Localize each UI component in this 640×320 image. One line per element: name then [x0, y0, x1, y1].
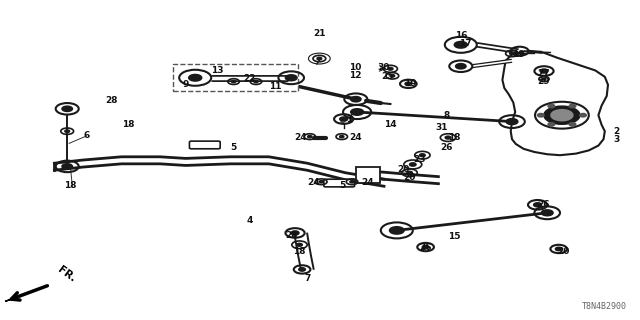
FancyBboxPatch shape: [189, 141, 220, 149]
Circle shape: [542, 78, 546, 80]
Text: 20: 20: [397, 165, 410, 174]
Circle shape: [544, 106, 580, 124]
Text: 19: 19: [404, 79, 417, 88]
Circle shape: [291, 231, 299, 235]
Circle shape: [506, 119, 518, 124]
Circle shape: [340, 117, 348, 121]
Text: 20: 20: [403, 173, 416, 182]
Text: 9: 9: [182, 80, 189, 89]
Text: 7: 7: [304, 274, 310, 283]
Text: 24: 24: [307, 178, 320, 187]
Circle shape: [297, 244, 302, 246]
Polygon shape: [5, 285, 49, 301]
Circle shape: [189, 75, 202, 81]
Circle shape: [62, 164, 72, 169]
Text: 13: 13: [211, 66, 224, 75]
Text: FR.: FR.: [56, 264, 78, 284]
Circle shape: [285, 75, 297, 81]
Circle shape: [350, 181, 354, 183]
Text: 26: 26: [419, 244, 432, 252]
Text: 21: 21: [314, 29, 326, 38]
Circle shape: [541, 210, 553, 216]
Circle shape: [548, 123, 554, 126]
Text: 2: 2: [613, 127, 620, 136]
Text: 6: 6: [83, 132, 90, 140]
Circle shape: [538, 114, 544, 117]
Text: 29: 29: [538, 77, 550, 86]
Text: 1: 1: [346, 116, 352, 124]
FancyBboxPatch shape: [324, 179, 355, 187]
Circle shape: [422, 245, 429, 249]
Text: 26: 26: [538, 200, 550, 209]
Text: 11: 11: [269, 82, 282, 91]
Text: 12: 12: [349, 71, 362, 80]
Text: 25: 25: [381, 72, 394, 81]
Circle shape: [456, 64, 466, 69]
Circle shape: [299, 268, 305, 271]
Text: 8: 8: [444, 111, 450, 120]
Circle shape: [445, 136, 451, 139]
Text: 28: 28: [106, 96, 118, 105]
Text: 23: 23: [413, 156, 426, 164]
Text: ⌀: ⌀: [339, 115, 346, 125]
Circle shape: [534, 203, 541, 207]
Circle shape: [410, 163, 416, 166]
Circle shape: [317, 58, 322, 60]
Circle shape: [351, 97, 361, 102]
Text: 24: 24: [349, 133, 362, 142]
Text: 31: 31: [435, 124, 448, 132]
Text: 22: 22: [243, 74, 256, 83]
Text: 28: 28: [285, 231, 298, 240]
Circle shape: [390, 227, 404, 234]
Text: 18: 18: [448, 133, 461, 142]
Circle shape: [407, 172, 412, 174]
Circle shape: [390, 75, 394, 77]
Circle shape: [548, 104, 555, 108]
Circle shape: [351, 109, 364, 115]
Text: 14: 14: [384, 120, 397, 129]
Text: 18: 18: [122, 120, 134, 129]
Circle shape: [420, 154, 425, 156]
Text: 5: 5: [230, 143, 237, 152]
Circle shape: [570, 123, 576, 126]
Circle shape: [556, 247, 562, 251]
Text: 24: 24: [294, 133, 307, 142]
Text: 20: 20: [557, 247, 569, 256]
Text: 16: 16: [454, 31, 467, 40]
Circle shape: [388, 68, 393, 70]
Text: T8N4B2900: T8N4B2900: [582, 302, 627, 311]
Text: 18: 18: [64, 181, 77, 190]
Text: 18: 18: [293, 247, 306, 256]
Text: 4: 4: [246, 216, 253, 225]
Circle shape: [232, 81, 236, 83]
Circle shape: [62, 106, 72, 111]
Text: 26: 26: [440, 143, 453, 152]
FancyBboxPatch shape: [173, 64, 298, 91]
Text: 27: 27: [538, 69, 550, 78]
Circle shape: [509, 52, 515, 54]
Text: 5: 5: [339, 181, 346, 190]
Circle shape: [65, 130, 69, 132]
Circle shape: [540, 69, 548, 73]
Circle shape: [340, 136, 344, 138]
Circle shape: [551, 110, 573, 121]
Circle shape: [405, 82, 412, 85]
Circle shape: [570, 104, 576, 108]
Circle shape: [319, 181, 323, 183]
Circle shape: [308, 136, 312, 138]
Text: 24: 24: [362, 178, 374, 187]
Text: 19: 19: [512, 50, 525, 59]
Text: 17: 17: [459, 39, 472, 48]
Text: 3: 3: [613, 135, 620, 144]
Text: 30: 30: [378, 63, 390, 72]
FancyBboxPatch shape: [356, 167, 380, 183]
Text: 15: 15: [448, 232, 461, 241]
Circle shape: [454, 42, 467, 48]
Circle shape: [254, 81, 258, 83]
Circle shape: [580, 114, 586, 117]
Text: 10: 10: [349, 63, 362, 72]
